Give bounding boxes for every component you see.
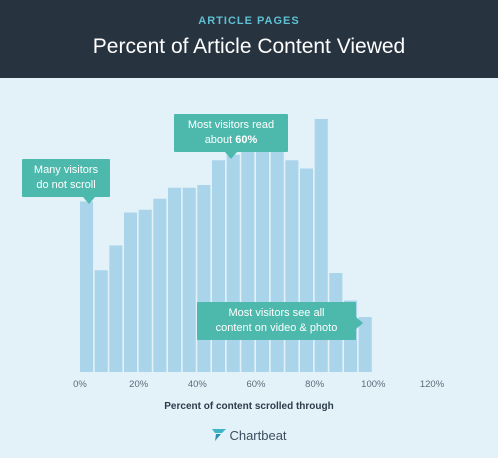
x-axis-label: Percent of content scrolled through (164, 401, 334, 412)
callout-no-scroll-pointer (83, 197, 95, 204)
bar-75-80 (300, 168, 314, 372)
x-tick-label: 0% (73, 379, 87, 390)
x-tick-label: 40% (188, 379, 208, 390)
bar-20-25 (138, 209, 152, 372)
callout-video-photo-line1: Most visitors see all (228, 307, 325, 319)
x-tick-label: 100% (361, 379, 386, 390)
callout-video-photo: Most visitors see all content on video &… (197, 302, 356, 340)
callout-read-60-pointer (225, 152, 237, 159)
bar-35-40 (182, 187, 196, 372)
x-tick-label: 80% (305, 379, 325, 390)
x-tick-label: 20% (129, 379, 149, 390)
bar-15-20 (124, 212, 138, 372)
chart-title: Percent of Article Content Viewed (92, 35, 406, 58)
callout-read-60-prefix: about (204, 134, 236, 146)
bar-95-100 (358, 317, 372, 372)
callout-no-scroll-line1: Many visitors (33, 164, 99, 176)
callout-no-scroll: Many visitors do not scroll (22, 159, 110, 197)
kicker-label: ARTICLE PAGES (198, 15, 300, 27)
bar-70-75 (285, 160, 299, 372)
callout-video-photo-pointer (356, 317, 363, 329)
callout-read-60-value: 60% (235, 134, 258, 146)
callout-read-60-line2: about 60% (180, 133, 282, 148)
chartbeat-logo-icon (212, 429, 227, 441)
bar-40-45 (197, 185, 211, 372)
bar-0-5 (80, 201, 94, 372)
callout-read-60-line1: Most visitors read (187, 119, 275, 131)
bar-45-50 (212, 160, 226, 372)
x-tick-label: 120% (420, 379, 445, 390)
bar-10-15 (109, 245, 123, 372)
bar-30-35 (168, 187, 182, 372)
callout-no-scroll-line2: do not scroll (36, 179, 96, 191)
callout-read-60: Most visitors read about 60% (174, 114, 288, 152)
x-tick-labels: 0% 20% 40% 60% 80% 100% 120% (73, 379, 445, 390)
header-banner: ARTICLE PAGES Percent of Article Content… (0, 0, 498, 78)
brand-footer: Chartbeat (0, 428, 498, 443)
x-tick-label: 60% (246, 379, 266, 390)
bar-25-30 (153, 198, 167, 372)
callout-video-photo-line2: content on video & photo (215, 322, 338, 334)
brand-name: Chartbeat (229, 428, 287, 443)
bar-5-10 (94, 270, 108, 372)
